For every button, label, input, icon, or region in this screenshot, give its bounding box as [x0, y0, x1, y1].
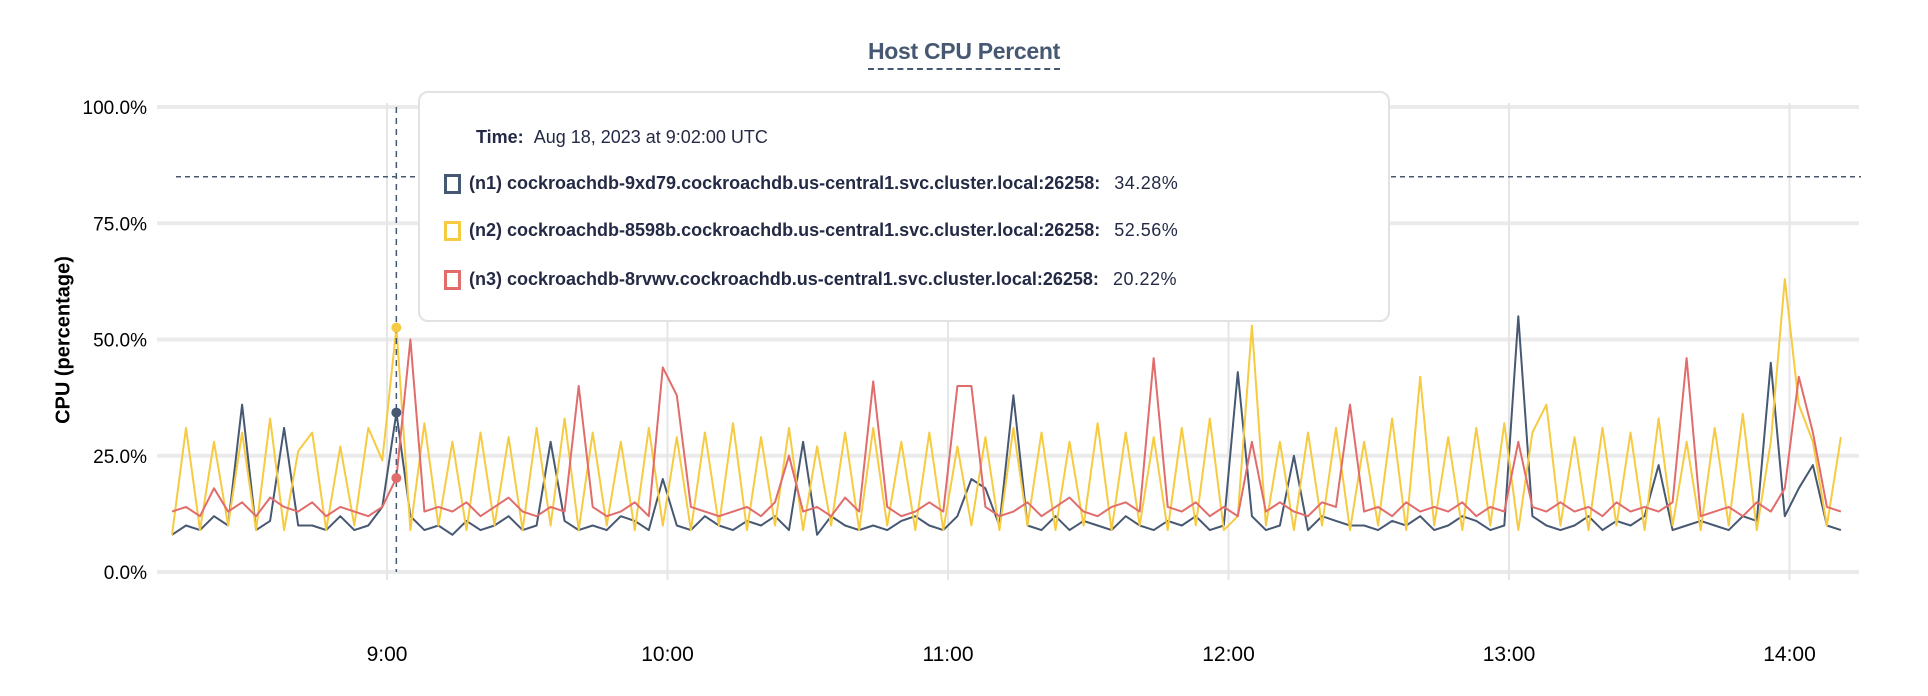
chart-title[interactable]: Host CPU Percent [867, 38, 1060, 70]
series-line-n1 [171, 315, 1842, 536]
tooltip-row-label: (n1) cockroachdb-9xd79.cockroachdb.us-ce… [469, 173, 1101, 193]
tooltip-row-n1: (n1) cockroachdb-9xd79.cockroachdb.us-ce… [444, 173, 1178, 194]
tooltip-row-label: (n2) cockroachdb-8598b.cockroachdb.us-ce… [469, 220, 1101, 240]
tooltip-row-value: 52.56% [1114, 220, 1179, 240]
tooltip-row-label: (n3) cockroachdb-8rvwv.cockroachdb.us-ce… [469, 269, 1099, 289]
tooltip-row-n2: (n2) cockroachdb-8598b.cockroachdb.us-ce… [444, 220, 1178, 241]
y-tick-label: 75.0% [93, 214, 147, 235]
legend-swatch-icon [444, 220, 461, 241]
series-line-n3 [171, 338, 1842, 518]
x-tick-label: 9:00 [367, 643, 408, 666]
x-axis-ticks: 9:00 10:00 11:00 12:00 13:00 14:00 [367, 643, 1816, 666]
hover-point-n2 [391, 322, 402, 333]
y-tick-label: 0.0% [104, 563, 147, 584]
hover-markers [391, 322, 402, 483]
y-tick-label: 25.0% [93, 447, 147, 468]
y-tick-label: 50.0% [93, 331, 147, 352]
legend-swatch-icon [444, 173, 461, 194]
legend-swatch-icon [444, 269, 461, 290]
x-tick-label: 13:00 [1483, 643, 1536, 666]
y-axis-ticks: 0.0% 25.0% 50.0% 75.0% 100.0% [83, 98, 148, 584]
tooltip-time-value: Aug 18, 2023 at 9:02:00 UTC [533, 127, 768, 147]
x-tick-label: 12:00 [1202, 643, 1255, 666]
tooltip-row-value: 20.22% [1112, 269, 1177, 289]
y-axis-label: CPU (percentage) [52, 256, 75, 424]
tooltip-time: Time: Aug 18, 2023 at 9:02:00 UTC [476, 127, 768, 148]
y-tick-label: 100.0% [83, 98, 148, 119]
tooltip-row-value: 34.28% [1114, 173, 1179, 193]
hover-point-n3 [391, 472, 402, 483]
x-tick-label: 14:00 [1763, 643, 1816, 666]
series-lines [171, 278, 1842, 536]
series-line-n2 [171, 278, 1842, 535]
hover-point-n1 [391, 407, 402, 418]
x-tick-label: 10:00 [641, 643, 694, 666]
x-tick-label: 11:00 [923, 643, 974, 666]
chart-title-wrap: Host CPU Percent [0, 38, 1928, 70]
tooltip-time-label: Time: [476, 127, 524, 147]
tooltip-row-n3: (n3) cockroachdb-8rvwv.cockroachdb.us-ce… [444, 269, 1177, 290]
hover-tooltip: Time: Aug 18, 2023 at 9:02:00 UTC (n1) co… [418, 91, 1390, 322]
